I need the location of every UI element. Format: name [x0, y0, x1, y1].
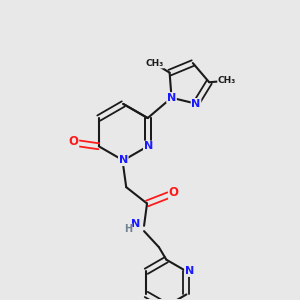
- Text: N: N: [118, 155, 128, 165]
- Text: N: N: [144, 141, 153, 151]
- Text: N: N: [167, 93, 176, 103]
- Text: CH₃: CH₃: [218, 76, 236, 85]
- Text: O: O: [169, 186, 179, 199]
- Text: O: O: [68, 135, 79, 148]
- Text: N: N: [131, 219, 140, 229]
- Text: N: N: [191, 99, 201, 109]
- Text: CH₃: CH₃: [145, 59, 164, 68]
- Text: N: N: [185, 266, 194, 276]
- Text: H: H: [124, 224, 132, 234]
